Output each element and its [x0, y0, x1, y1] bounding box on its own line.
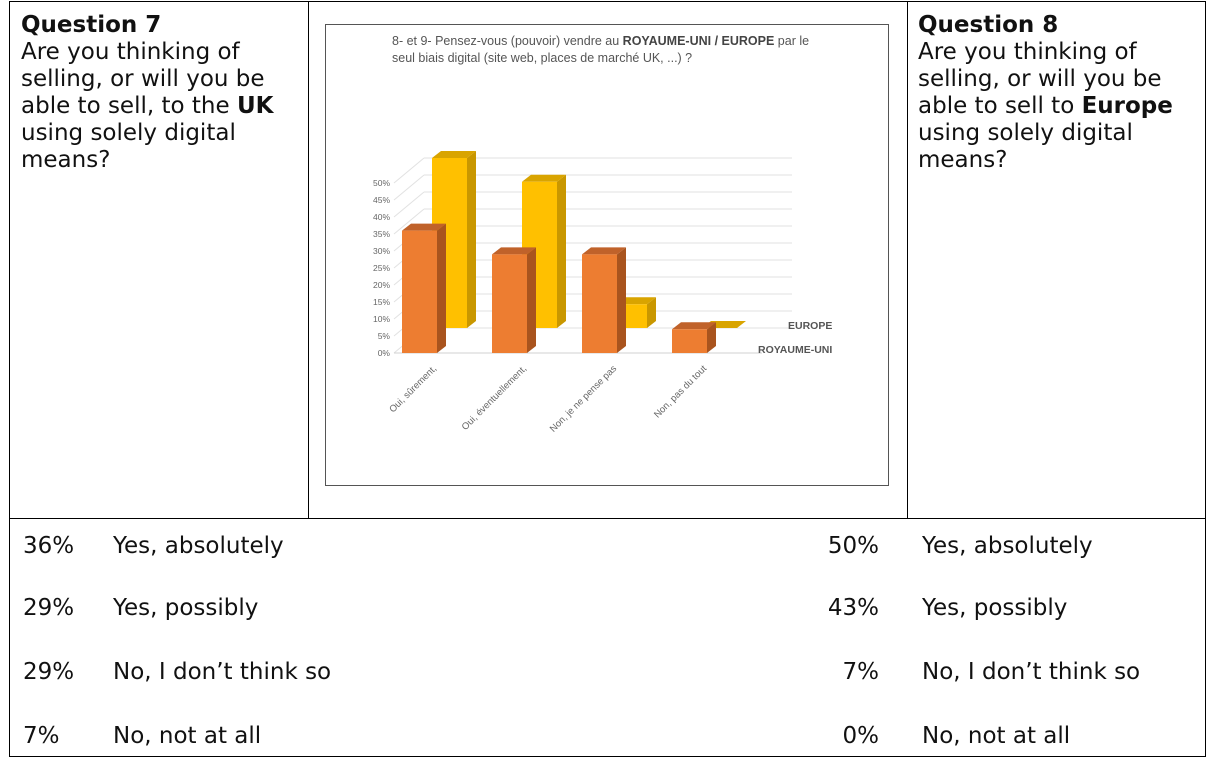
question-8-cell: Question 8 Are you thinking of selling, … — [918, 12, 1203, 174]
x-tick-label: Non, pas du tout — [652, 363, 709, 420]
uk-result-pct: 7% — [23, 723, 60, 749]
bar-royaume-uni — [672, 322, 716, 353]
europe-result-label: Yes, absolutely — [922, 533, 1093, 559]
y-tick-label: 45% — [373, 195, 390, 205]
bar-europe — [432, 151, 476, 328]
europe-result-pct: 7% — [842, 659, 880, 685]
column-divider-left — [308, 2, 309, 519]
bar-royaume-uni — [582, 247, 626, 353]
y-tick-label: 35% — [373, 229, 390, 239]
question-7-title: Question 7 — [21, 12, 162, 38]
europe-result-label: No, not at all — [922, 723, 1071, 749]
uk-result-pct: 29% — [23, 659, 75, 685]
europe-result-pct: 0% — [842, 723, 880, 749]
y-tick-label: 25% — [373, 263, 390, 273]
gridline-side — [393, 157, 425, 184]
chart: 8- et 9- Pensez-vous (pouvoir) vendre au… — [325, 24, 889, 486]
column-divider-right — [907, 2, 908, 519]
question-8-text: Are you thinking of selling, or will you… — [918, 39, 1173, 173]
chart-title: 8- et 9- Pensez-vous (pouvoir) vendre au… — [392, 34, 810, 65]
question-8-title: Question 8 — [918, 12, 1059, 38]
y-tick-label: 15% — [373, 297, 390, 307]
gridline-side — [393, 208, 425, 235]
europe-result-label: Yes, possibly — [922, 595, 1068, 621]
europe-result-label: No, I don’t think so — [922, 659, 1141, 685]
survey-table: Question 7 Are you thinking of selling, … — [9, 1, 1206, 757]
y-tick-label: 20% — [373, 280, 390, 290]
y-tick-label: 0% — [378, 348, 391, 358]
europe-result-pct: 43% — [827, 595, 879, 621]
uk-result-pct: 36% — [23, 533, 75, 559]
gridline-side — [393, 174, 425, 201]
uk-result-label: Yes, absolutely — [113, 533, 284, 559]
x-tick-label: Non, je ne pense pas — [548, 363, 619, 434]
question-7-cell: Question 7 Are you thinking of selling, … — [21, 12, 301, 174]
bar-royaume-uni — [402, 223, 446, 353]
x-tick-label: Oui, éventuellement, — [460, 363, 529, 432]
series-label-europe: EUROPE — [788, 320, 832, 332]
y-tick-label: 5% — [378, 331, 391, 341]
bar-royaume-uni — [492, 247, 536, 353]
uk-result-label: Yes, possibly — [113, 595, 259, 621]
row-divider — [10, 518, 1205, 519]
y-tick-label: 10% — [373, 314, 390, 324]
y-tick-label: 30% — [373, 246, 390, 256]
y-tick-label: 40% — [373, 212, 390, 222]
x-tick-label: Oui, sûrement, — [387, 363, 439, 415]
y-tick-label: 50% — [373, 178, 390, 188]
chart-plot: 0% 5% 10% 15% 20% 25% 30% 35% 40% 45% 50% EUROPE ROY… — [373, 151, 832, 435]
series-label-royaume-uni: ROYAUME-UNI — [758, 344, 832, 356]
europe-result-pct: 50% — [827, 533, 879, 559]
uk-result-label: No, not at all — [113, 723, 262, 749]
gridline-side — [393, 191, 425, 218]
question-7-text: Are you thinking of selling, or will you… — [21, 39, 274, 173]
uk-result-pct: 29% — [23, 595, 75, 621]
uk-result-label: No, I don’t think so — [113, 659, 332, 685]
